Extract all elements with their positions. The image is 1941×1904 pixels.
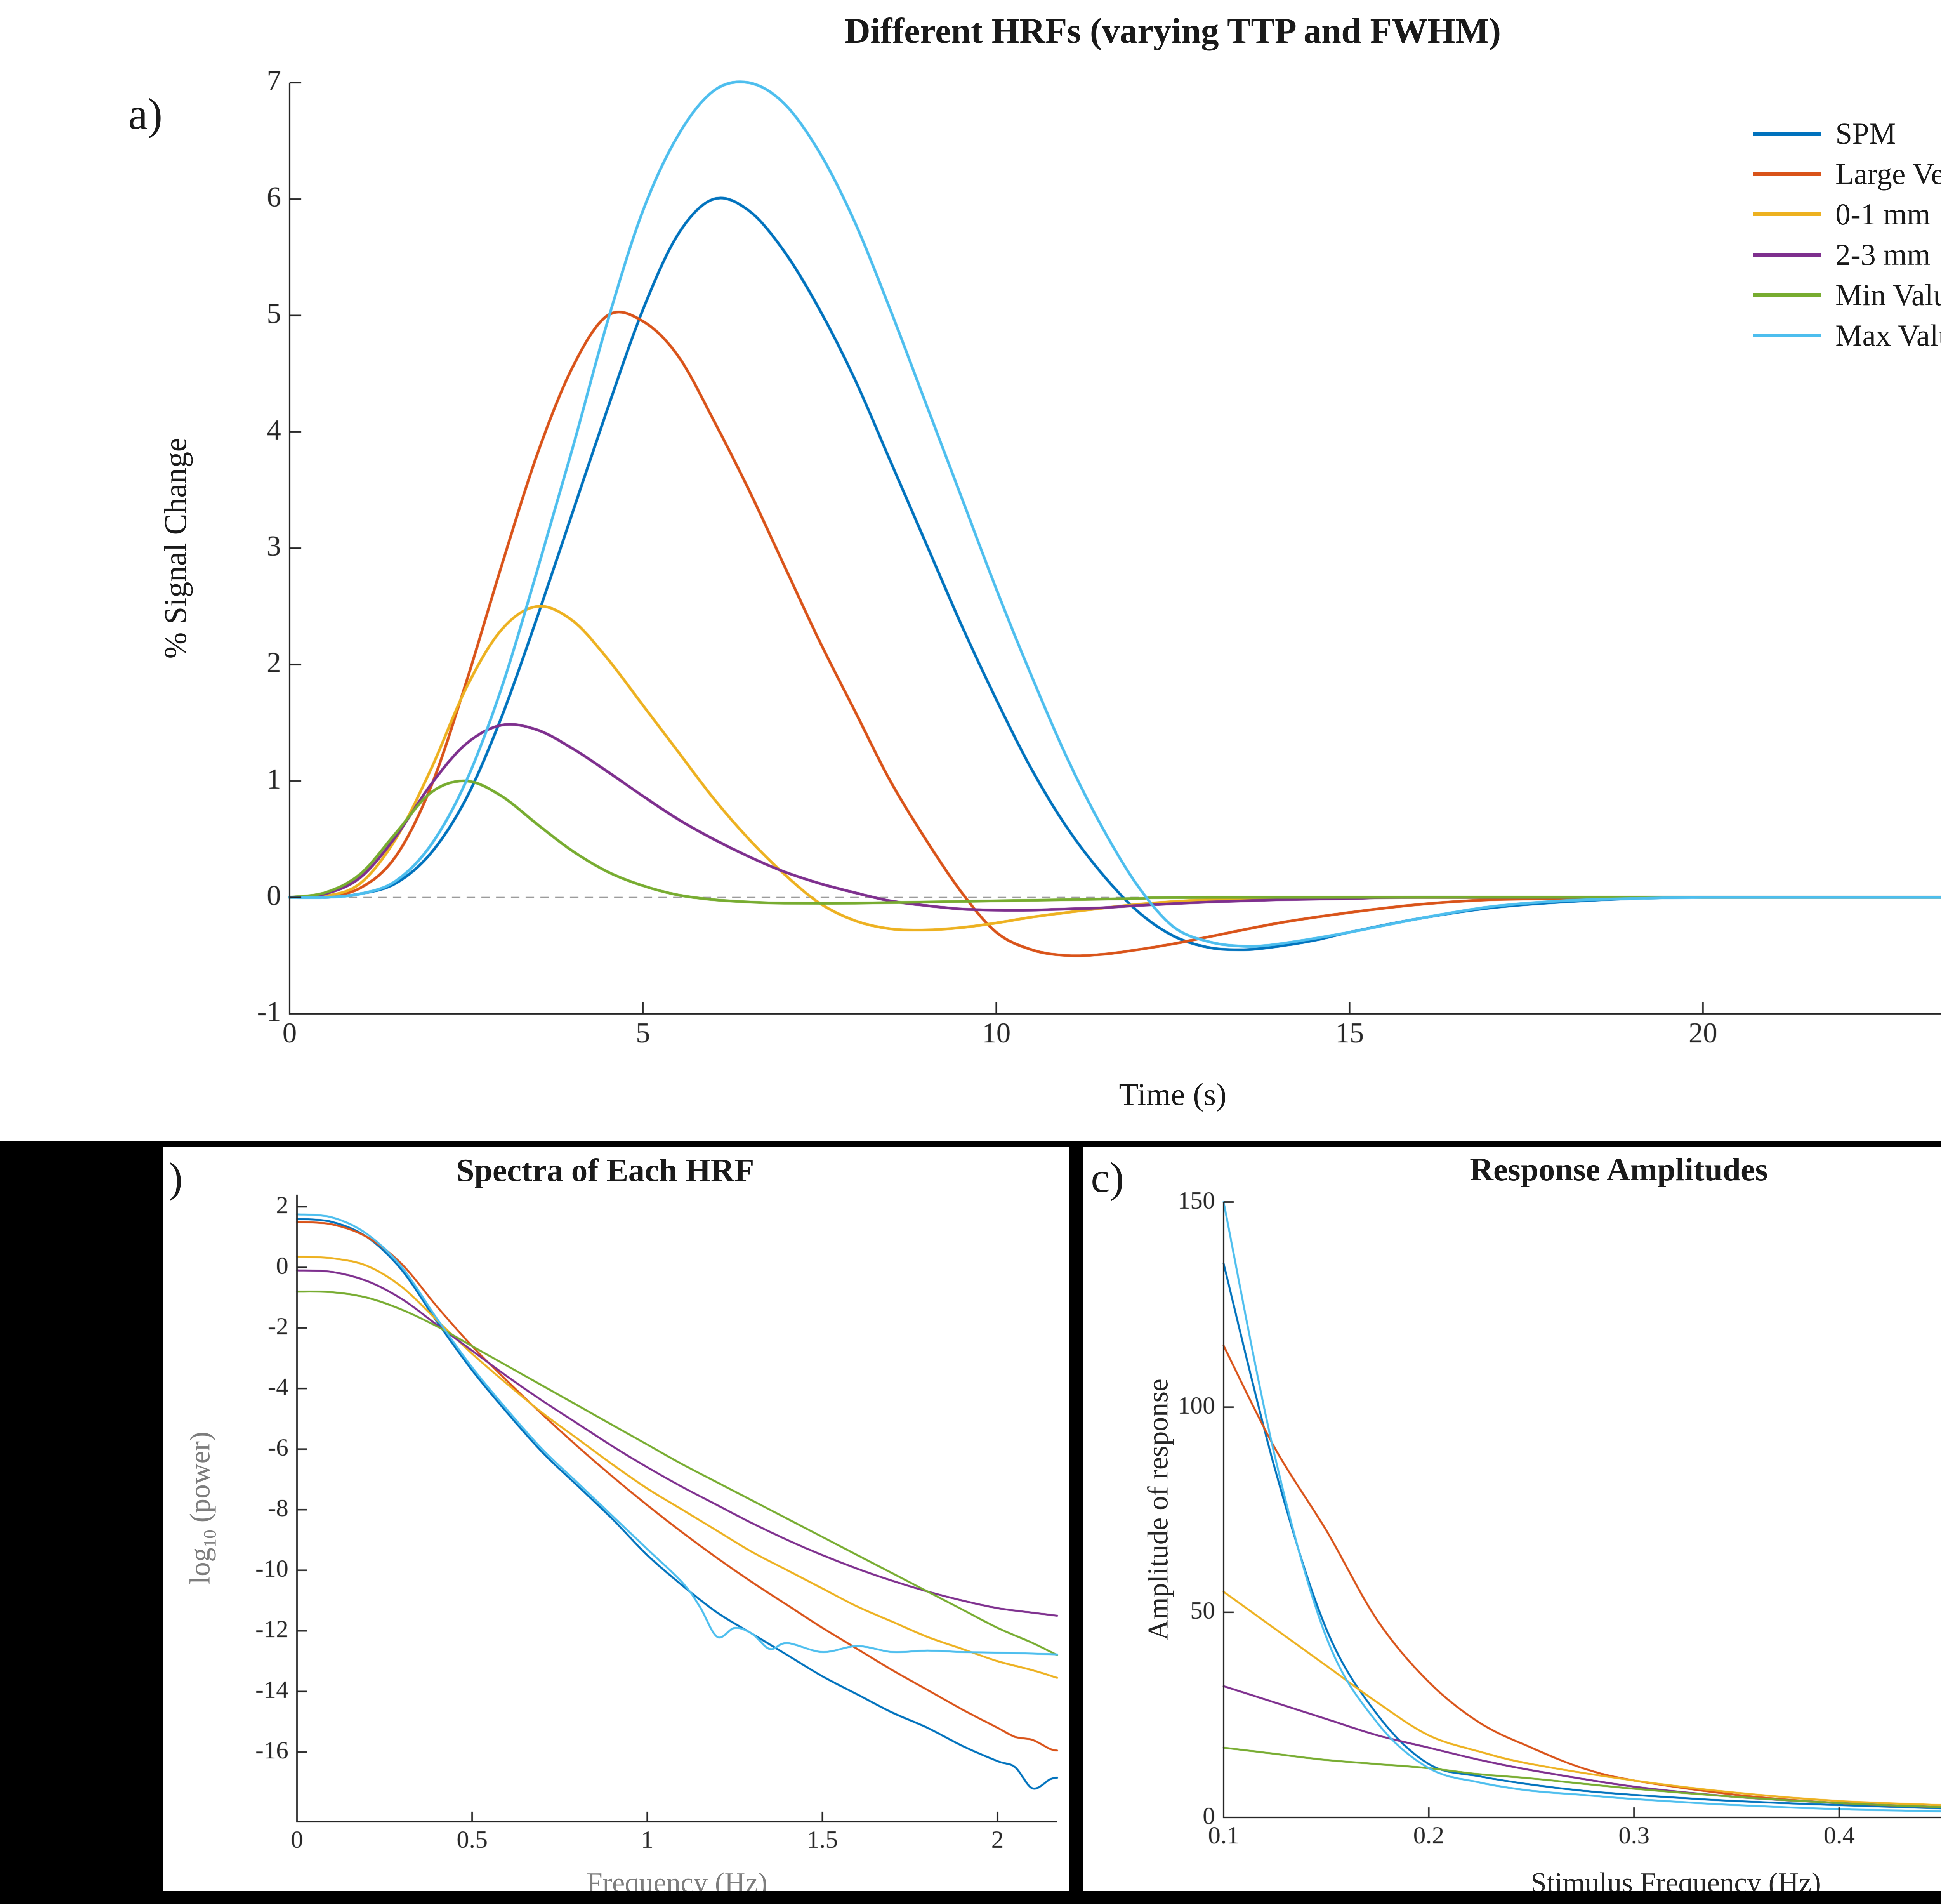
- panel-b-ylabel-rest: (power): [184, 1431, 216, 1530]
- panel-a-title: Different HRFs (varying TTP and FWHM): [844, 11, 1501, 50]
- hrf-spectra-canvas: [163, 1147, 1069, 1891]
- legend-color-swatch: [1753, 293, 1821, 297]
- legend-item-min-values: Min Values: [1753, 275, 1941, 315]
- panel-b: Spectra of Each HRF ) log10 (power) Freq…: [163, 1147, 1069, 1891]
- legend-item-spm: SPM: [1753, 113, 1941, 154]
- panel-b-ylabel-subscript: 10: [200, 1530, 220, 1548]
- panel-c: Response Amplitudes c) Amplitude of resp…: [1083, 1147, 1941, 1891]
- legend-item-0-1-mm: 0-1 mm: [1753, 194, 1941, 235]
- legend: SPM Large Vessels 0-1 mm 2-3 mm Min Values Ma…: [1753, 113, 1941, 356]
- panel-b-xlabel: Frequency (Hz): [586, 1867, 768, 1891]
- panel-b-title: Spectra of Each HRF: [456, 1152, 754, 1188]
- legend-entry-label: SPM: [1835, 116, 1896, 150]
- legend-color-swatch: [1753, 253, 1821, 257]
- legend-item-2-3-mm: 2-3 mm: [1753, 235, 1941, 275]
- panel-c-label: c): [1091, 1154, 1124, 1201]
- legend-entry-label: Max Values: [1835, 318, 1941, 352]
- panel-a-xlabel: Time (s): [1119, 1077, 1227, 1112]
- legend-entry-label: 0-1 mm: [1835, 197, 1931, 231]
- legend-color-swatch: [1753, 334, 1821, 337]
- legend-entry-label: Large Vessels: [1835, 157, 1941, 191]
- panel-c-title: Response Amplitudes: [1470, 1152, 1768, 1188]
- panel-c-xlabel: Stimulus Frequency (Hz): [1530, 1867, 1821, 1891]
- legend-entry-label: 2-3 mm: [1835, 238, 1931, 271]
- legend-item-large-vessels: Large Vessels: [1753, 154, 1941, 194]
- panel-a-ylabel: % Signal Change: [158, 438, 193, 659]
- legend-color-swatch: [1753, 172, 1821, 176]
- panel-b-ylabel: log10 (power): [184, 1431, 220, 1584]
- panel-b-label: ): [168, 1154, 183, 1201]
- panel-b-ylabel-main: log: [184, 1548, 216, 1584]
- legend-color-swatch: [1753, 132, 1821, 136]
- hrf-time-courses-canvas: [0, 0, 1941, 1144]
- legend-color-swatch: [1753, 212, 1821, 216]
- panel-a-label: a): [128, 89, 163, 139]
- legend-item-max-values: Max Values: [1753, 315, 1941, 356]
- panel-c-ylabel: Amplitude of response: [1142, 1378, 1174, 1641]
- response-amplitudes-canvas: [1083, 1147, 1941, 1891]
- legend-entry-label: Min Values: [1835, 278, 1941, 312]
